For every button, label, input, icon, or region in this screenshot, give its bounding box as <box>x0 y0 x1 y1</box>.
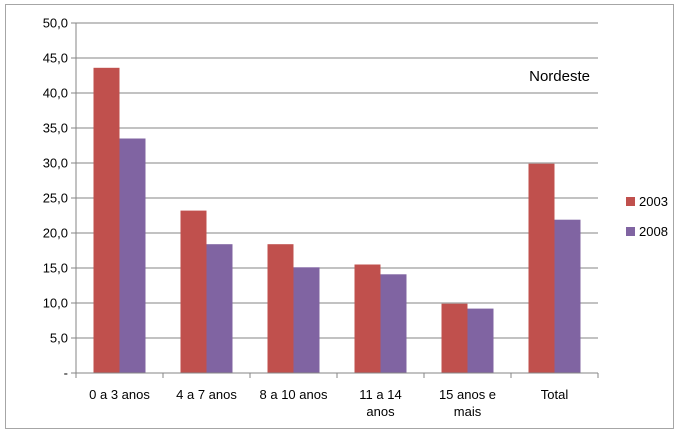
x-tick-label: 15 anos e mais <box>439 387 496 419</box>
y-tick-label: 10,0 <box>43 296 68 311</box>
bar-2003 <box>354 264 381 373</box>
bars <box>76 67 598 374</box>
legend-swatch-2008 <box>626 227 635 236</box>
x-tick-label: 8 a 10 anos <box>260 387 328 402</box>
y-tick-label: 5,0 <box>50 331 68 346</box>
y-tick-label: 30,0 <box>43 156 68 171</box>
y-tick-label: - <box>64 366 68 381</box>
x-tick-label: Total <box>541 387 569 402</box>
bar-2003 <box>528 163 555 373</box>
legend-label-2008: 2008 <box>639 224 668 239</box>
x-tick-label: 0 a 3 anos <box>89 387 150 402</box>
y-tick-label: 15,0 <box>43 261 68 276</box>
bar-2008 <box>206 244 233 373</box>
y-tick-label: 20,0 <box>43 226 68 241</box>
bar-2008 <box>119 138 146 373</box>
bar-2003 <box>180 210 207 373</box>
y-axis-ticks: - 5,0 10,0 15,0 20,0 25,0 30,0 35,0 40,0 45,0 50,0 <box>43 16 68 381</box>
bar-2003 <box>93 67 120 374</box>
legend: 2003 2008 <box>626 194 668 239</box>
y-tick-label: 50,0 <box>43 16 68 31</box>
bar-2008 <box>293 267 320 373</box>
bar-2003 <box>267 244 294 373</box>
x-tick-label: 4 a 7 anos <box>176 387 237 402</box>
legend-label-2003: 2003 <box>639 194 668 209</box>
gridlines <box>71 22 599 378</box>
y-tick-label: 35,0 <box>43 121 68 136</box>
region-annotation: Nordeste <box>529 68 590 85</box>
bar-2008 <box>554 219 581 373</box>
legend-swatch-2003 <box>626 197 635 206</box>
y-tick-label: 45,0 <box>43 51 68 66</box>
bar-2003 <box>441 303 468 373</box>
y-tick-label: 40,0 <box>43 86 68 101</box>
bar-2008 <box>380 274 407 373</box>
x-tick-label: 11 a 14 anos <box>359 387 401 419</box>
x-axis-ticks: 0 a 3 anos 4 a 7 anos 8 a 10 anos 11 a 14 an… <box>89 387 568 419</box>
bar-2008 <box>467 308 494 373</box>
y-tick-label: 25,0 <box>43 191 68 206</box>
